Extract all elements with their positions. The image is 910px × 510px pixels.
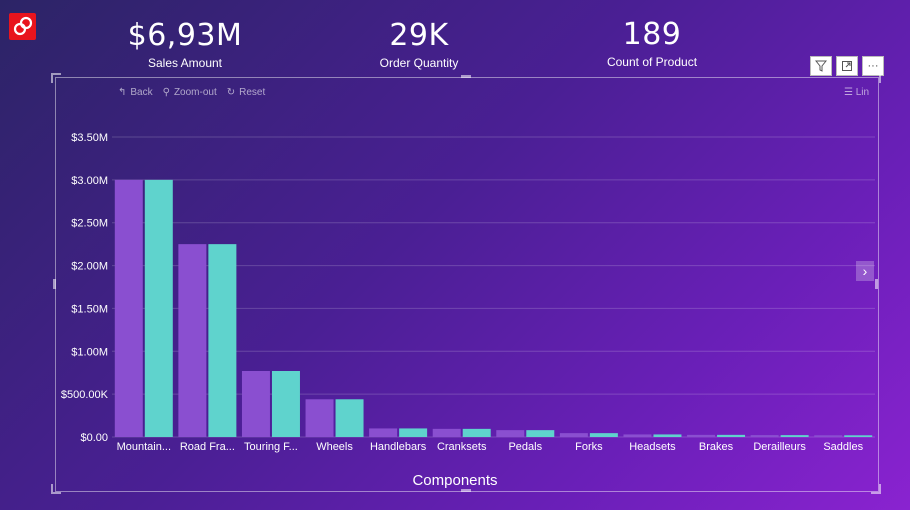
resize-handle[interactable] — [53, 279, 56, 289]
x-axis-title: Components — [412, 472, 498, 489]
resize-handle[interactable] — [51, 73, 61, 83]
chevron-right-icon[interactable]: › — [856, 261, 874, 281]
y-tick-label: $1.50M — [71, 303, 108, 315]
bar-series-1 — [114, 179, 143, 437]
x-tick-label: Forks — [575, 441, 603, 453]
bar-series-2 — [780, 435, 809, 437]
zoom-out-label: Zoom-out — [173, 87, 217, 98]
y-tick-label: $3.50M — [71, 132, 108, 144]
resize-handle[interactable] — [875, 279, 878, 289]
bar-series-2 — [208, 244, 237, 437]
kpi-value: 29K — [389, 18, 449, 53]
x-tick-label: Touring F... — [244, 441, 298, 453]
bar-series-1 — [369, 428, 398, 437]
resize-handle[interactable] — [871, 484, 881, 494]
resize-handle[interactable] — [51, 484, 61, 494]
kpi-sales-amount: $6,93M Sales Amount — [85, 18, 285, 70]
bar-series-1 — [814, 435, 843, 437]
y-tick-label: $2.00M — [71, 261, 108, 273]
lin-toggle[interactable]: ☰ Lin — [844, 87, 869, 98]
bar-series-1 — [496, 430, 525, 437]
x-tick-label: Brakes — [699, 441, 734, 453]
filter-icon[interactable] — [810, 56, 832, 76]
back-button[interactable]: ↰ Back — [118, 87, 153, 98]
bar-series-1 — [241, 371, 270, 437]
x-tick-label: Mountain... — [117, 441, 171, 453]
bar-series-1 — [623, 434, 652, 437]
x-tick-label: Handlebars — [370, 441, 427, 453]
bar-series-2 — [844, 435, 873, 437]
y-tick-label: $1.00M — [71, 346, 108, 358]
resize-handle[interactable] — [461, 489, 471, 492]
bar-series-1 — [559, 433, 588, 437]
y-tick-label: $2.50M — [71, 218, 108, 230]
focus-mode-icon[interactable] — [836, 56, 858, 76]
bar-series-1 — [432, 428, 461, 437]
reset-icon: ↻ — [226, 87, 236, 98]
zoom-out-icon: ⚲ — [162, 87, 170, 98]
back-label: Back — [130, 87, 153, 98]
bar-series-1 — [305, 399, 334, 437]
x-tick-label: Pedals — [508, 441, 542, 453]
back-icon: ↰ — [118, 87, 127, 98]
resize-handle[interactable] — [461, 75, 471, 78]
x-tick-label: Cranksets — [437, 441, 487, 453]
zoom-out-button[interactable]: ⚲ Zoom-out — [163, 87, 217, 98]
kpi-order-quantity: 29K Order Quantity — [319, 18, 519, 70]
reset-button[interactable]: ↻ Reset — [227, 87, 266, 98]
x-tick-label: Derailleurs — [753, 441, 806, 453]
bar-series-2 — [144, 179, 173, 437]
bar-series-2 — [526, 430, 555, 437]
y-tick-label: $3.00M — [71, 175, 108, 187]
kpi-label: Sales Amount — [147, 56, 223, 70]
kpi-label: Order Quantity — [379, 56, 459, 70]
reset-label: Reset — [239, 87, 266, 98]
app-logo — [9, 13, 36, 40]
bar-series-2 — [399, 428, 428, 437]
y-tick-label: $500.00K — [61, 389, 109, 401]
bar-series-1 — [178, 244, 207, 437]
y-tick-label: $0.00 — [80, 432, 108, 444]
kpi-value: $6,93M — [127, 18, 243, 53]
kpi-label: Count of Product — [606, 55, 698, 69]
drill-toolbar: ↰ Back ⚲ Zoom-out ↻ Reset — [118, 87, 265, 98]
x-tick-label: Road Fra... — [180, 441, 235, 453]
bar-series-2 — [271, 371, 300, 437]
bar-series-2 — [653, 434, 682, 437]
resize-handle[interactable] — [871, 73, 881, 83]
visual-header: ··· — [810, 56, 884, 76]
more-options-icon[interactable]: ··· — [862, 56, 884, 76]
bar-series-1 — [687, 434, 716, 437]
kpi-value: 189 — [622, 17, 682, 52]
bar-series-2 — [335, 399, 364, 437]
bar-series-2 — [717, 434, 746, 437]
list-icon: ☰ — [844, 87, 856, 98]
kpi-count-of-product: 189 Count of Product — [552, 17, 752, 69]
bar-series-2 — [462, 428, 491, 437]
x-tick-label: Wheels — [316, 441, 353, 453]
x-tick-label: Headsets — [629, 441, 676, 453]
lin-label: Lin — [855, 87, 870, 98]
bar-series-2 — [589, 433, 618, 437]
x-tick-label: Saddles — [823, 441, 863, 453]
bar-series-1 — [750, 435, 779, 437]
